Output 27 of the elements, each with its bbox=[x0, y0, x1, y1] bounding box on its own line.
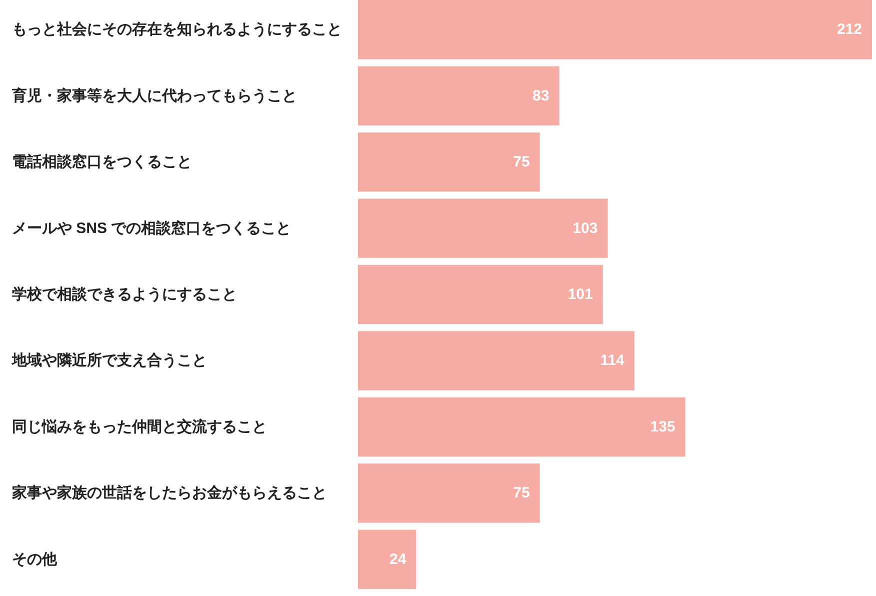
bar bbox=[358, 331, 634, 390]
y-tick-label: メールや SNS での相談窓口をつくること bbox=[12, 218, 292, 237]
bar bbox=[358, 264, 603, 324]
bar bbox=[358, 530, 416, 589]
data-label: 135 bbox=[650, 418, 676, 436]
bar bbox=[358, 0, 872, 60]
y-tick-label: 学校で相談できるようにすること bbox=[12, 286, 237, 303]
data-label: 114 bbox=[600, 352, 626, 370]
bar bbox=[358, 198, 608, 258]
y-tick-label: その他 bbox=[12, 550, 58, 568]
y-tick-label: 家事や家族の世話をしたらお金がもらえること bbox=[11, 484, 327, 502]
data-label: 83 bbox=[532, 87, 550, 104]
bar bbox=[358, 66, 560, 126]
bar bbox=[358, 397, 686, 457]
y-tick-label: 電話相談窓口をつくること bbox=[12, 152, 192, 171]
data-label: 75 bbox=[513, 484, 530, 502]
y-tick-label: もっと社会にその存在を知られるようにすること bbox=[12, 21, 342, 38]
y-tick-label: 地域や隣近所で支え合うこと bbox=[11, 352, 207, 370]
bar bbox=[358, 464, 540, 523]
data-label: 101 bbox=[568, 286, 593, 303]
data-label: 212 bbox=[836, 21, 862, 38]
data-label: 103 bbox=[572, 220, 598, 237]
data-label: 75 bbox=[513, 154, 530, 171]
y-tick-label: 育児・家事等を大人に代わってもらうこと bbox=[11, 86, 297, 104]
bar bbox=[358, 132, 540, 192]
data-label: 24 bbox=[390, 550, 407, 568]
y-tick-label: 同じ悩みをもった仲間と交流すること bbox=[12, 417, 267, 436]
